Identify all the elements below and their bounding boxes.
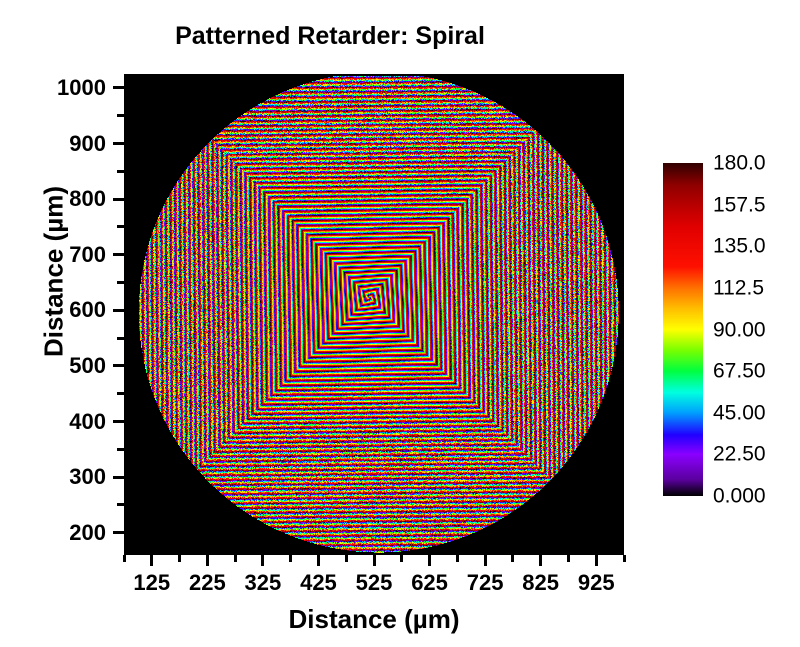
y-axis-tick-label: 700 — [69, 241, 106, 267]
colorbar-tick-label: 90.00 — [713, 318, 766, 341]
x-axis-minor-tick — [511, 555, 515, 562]
heatmap-image — [126, 76, 622, 553]
x-axis-minor-tick — [344, 555, 348, 562]
y-axis-minor-tick — [117, 392, 124, 396]
y-axis-minor-tick — [117, 281, 124, 285]
colorbar-tick-label: 45.00 — [713, 401, 766, 425]
x-axis-tick-label: 225 — [188, 570, 226, 595]
colorbar-tick-label: 0.000 — [713, 484, 766, 508]
colorbar-tick-label: 157.5 — [713, 193, 766, 217]
y-axis-minor-tick — [117, 447, 124, 451]
y-axis-minor-tick — [117, 503, 124, 507]
colorbar-tick-label: 112.5 — [713, 276, 764, 300]
y-axis-tick — [113, 142, 124, 145]
x-axis-tick-label: 925 — [577, 570, 615, 595]
colorbar-tick-label: 135.0 — [713, 234, 766, 258]
y-axis-tick-label: 300 — [69, 464, 106, 490]
x-axis-minor-tick — [566, 555, 570, 562]
x-axis-tick-label: 525 — [355, 570, 393, 595]
y-axis-tick — [113, 253, 124, 257]
x-axis-tick — [205, 555, 209, 566]
x-axis-tick-label: 725 — [466, 570, 504, 595]
y-axis-minor-tick — [117, 336, 124, 340]
y-axis-tick-label: 1000 — [57, 74, 106, 100]
x-axis-minor-tick — [455, 555, 459, 562]
y-axis-tick — [113, 308, 124, 312]
y-axis-tick — [113, 197, 124, 201]
x-axis-tick — [594, 555, 598, 566]
y-axis-minor-tick — [117, 114, 124, 118]
colorbar-tick-label: 180.0 — [713, 151, 766, 175]
x-axis-tick — [150, 555, 154, 566]
x-axis-tick-label: 325 — [244, 570, 282, 595]
x-axis-tick — [483, 555, 487, 566]
colorbar-tick-label: 67.50 — [713, 359, 766, 383]
colorbar-tick-label: 22.50 — [713, 442, 766, 466]
y-axis-tick — [113, 86, 124, 90]
x-axis-minor-tick — [622, 555, 626, 562]
y-axis-tick — [113, 531, 124, 535]
x-axis-tick-label: 125 — [133, 570, 171, 595]
x-axis-tick-label: 625 — [411, 570, 448, 595]
x-axis-minor-tick — [233, 555, 237, 562]
x-axis-tick — [372, 555, 376, 566]
y-axis-tick-label: 400 — [69, 408, 106, 434]
colorbar[interactable] — [663, 163, 703, 496]
y-axis-title: Distance (µm) — [38, 185, 69, 358]
x-axis-title: Distance (µm) — [288, 604, 460, 634]
y-axis-tick — [113, 420, 124, 424]
y-axis-tick — [113, 475, 124, 479]
page-title: Patterned Retarder: Spiral — [175, 22, 485, 50]
y-axis-tick-label: 500 — [69, 352, 106, 378]
x-axis-tick-label: 825 — [522, 570, 560, 595]
x-axis-tick — [316, 555, 320, 566]
y-axis-tick-label: 200 — [69, 519, 106, 545]
x-axis-minor-tick — [289, 555, 293, 562]
colorbar-gradient — [663, 163, 703, 496]
x-axis-tick — [428, 555, 432, 566]
y-axis-tick — [113, 364, 124, 368]
y-axis-tick-label: 900 — [69, 130, 106, 156]
y-axis-minor-tick — [117, 225, 124, 229]
y-axis-minor-tick — [117, 169, 124, 173]
x-axis-tick-label: 425 — [300, 570, 337, 595]
x-axis-minor-tick — [122, 555, 126, 562]
x-axis-tick — [261, 555, 265, 566]
heatmap-plot-area[interactable] — [124, 74, 624, 555]
x-axis-minor-tick — [178, 555, 182, 562]
x-axis-tick — [539, 555, 543, 566]
y-axis-tick-label: 600 — [69, 297, 106, 323]
y-axis-tick-label: 800 — [69, 186, 106, 212]
x-axis-minor-tick — [400, 555, 404, 562]
